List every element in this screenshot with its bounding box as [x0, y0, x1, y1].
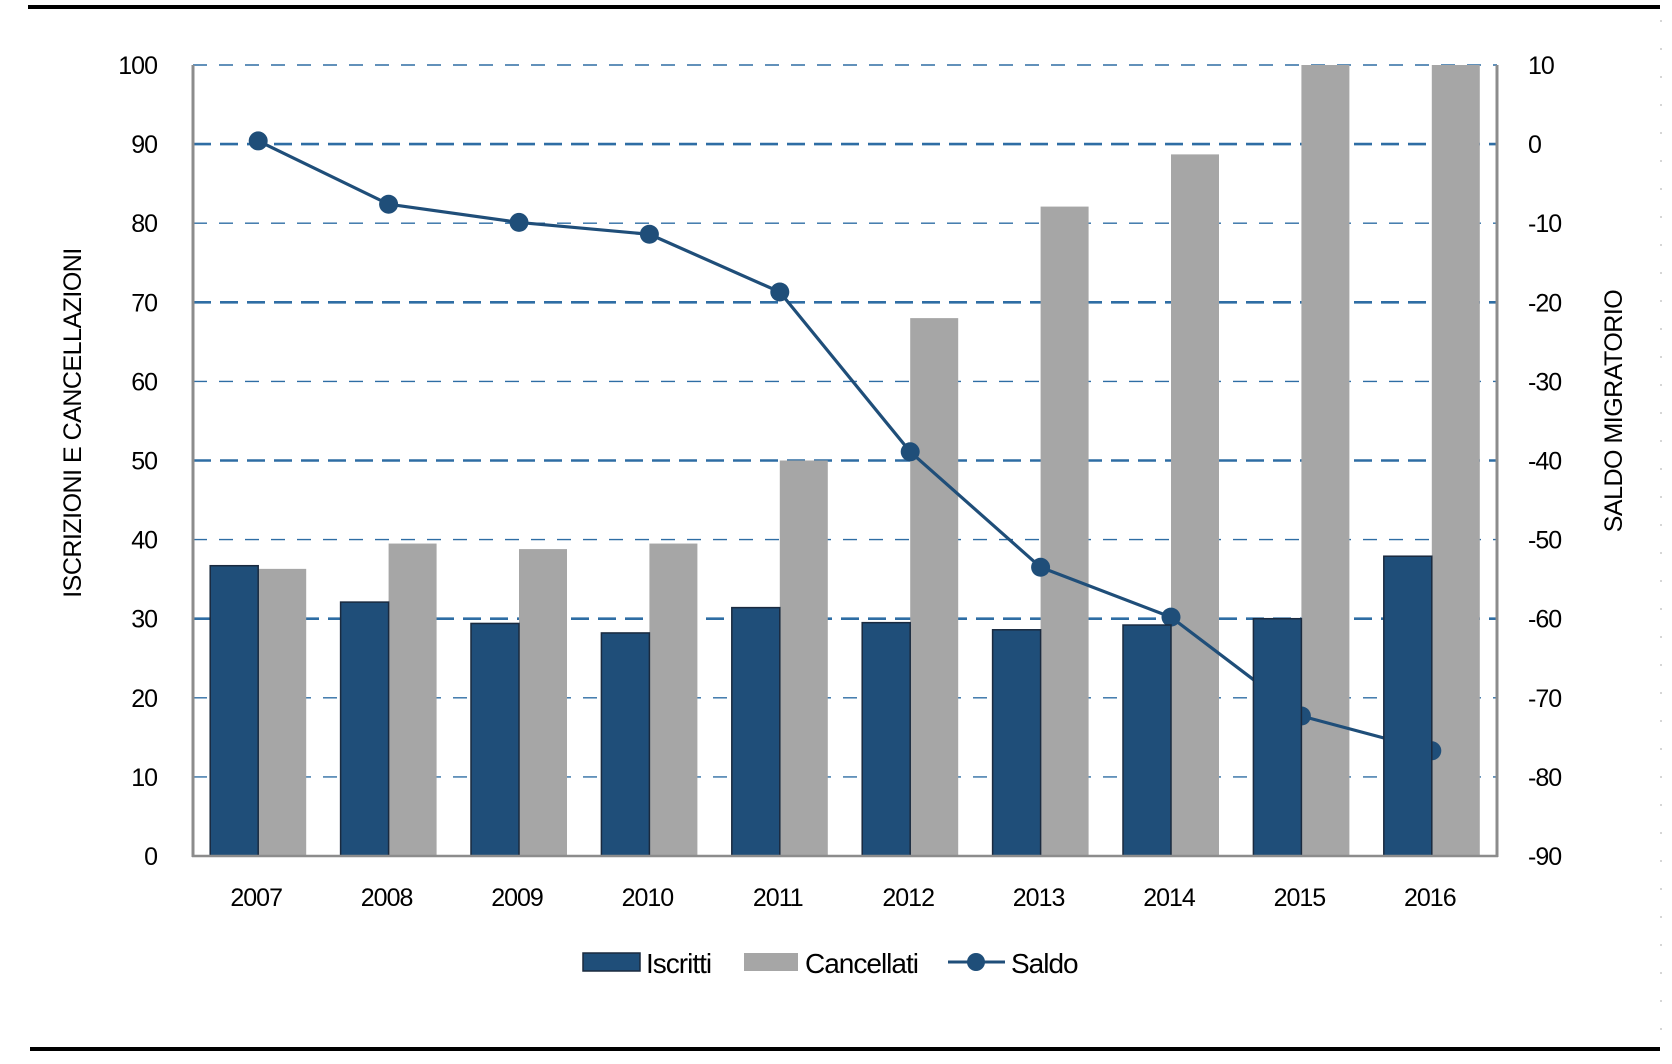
- right-tick-label: -80: [1528, 764, 1561, 792]
- x-axis-ticks: 2007 2008 2009 2010 2011 2012 2013 2014 2015 2016: [230, 884, 1456, 912]
- bar-iscritti: [339, 601, 390, 857]
- left-tick-label: 90: [131, 131, 157, 159]
- right-tick-label: -90: [1528, 843, 1561, 871]
- saldo-marker: [900, 442, 920, 462]
- left-tick-label: 20: [131, 685, 157, 713]
- legend-swatch-cancellati: [744, 953, 798, 971]
- x-tick-label: 2007: [230, 884, 282, 912]
- left-tick-label: 40: [131, 527, 157, 555]
- saldo-marker: [509, 212, 529, 232]
- saldo-marker: [1161, 607, 1181, 627]
- bar-iscritti: [861, 621, 911, 857]
- x-tick-label: 2008: [361, 884, 413, 912]
- right-axis-title: SALDO MIGRATORIO: [1600, 290, 1628, 533]
- right-tick-label: -10: [1528, 210, 1561, 238]
- x-tick-label: 2016: [1404, 884, 1456, 912]
- right-tick-label: -40: [1528, 448, 1561, 476]
- bar-cancellati: [258, 568, 307, 856]
- bar-cancellati: [1301, 65, 1350, 856]
- bar-iscritti: [600, 632, 651, 857]
- legend-swatch-iscritti: [582, 952, 641, 972]
- left-tick-label: 80: [131, 210, 157, 238]
- bar-iscritti: [731, 606, 781, 857]
- left-tick-label: 0: [144, 843, 157, 871]
- right-tick-label: -60: [1528, 606, 1561, 634]
- right-tick-label: -30: [1528, 368, 1561, 396]
- legend-label-iscritti: Iscritti: [646, 948, 711, 979]
- left-tick-label: 60: [131, 368, 157, 396]
- saldo-marker: [639, 224, 659, 244]
- left-axis-title: ISCRIZIONI E CANCELLAZIONI: [59, 248, 87, 598]
- legend-label-saldo: Saldo: [1011, 948, 1078, 979]
- x-tick-label: 2014: [1143, 884, 1196, 912]
- legend-marker-saldo: [967, 953, 985, 971]
- right-tick-label: 10: [1528, 52, 1554, 80]
- legend-item-saldo[interactable]: Saldo: [948, 948, 1079, 979]
- bar-cancellati: [649, 543, 698, 856]
- left-tick-label: 70: [131, 289, 157, 317]
- saldo-line: [257, 139, 1433, 753]
- bar-cancellati: [1040, 206, 1089, 857]
- saldo-marker: [379, 194, 399, 214]
- bar-iscritti: [1383, 555, 1433, 857]
- bar-iscritti: [991, 629, 1042, 857]
- right-axis-ticks: -90 -80 -70 -60 -50 -40 -30 -20 -10 0 10: [1528, 52, 1562, 871]
- x-tick-label: 2013: [1013, 884, 1065, 912]
- saldo-marker: [1031, 557, 1051, 577]
- x-tick-label: 2009: [491, 884, 543, 912]
- bar-cancellati: [1431, 65, 1480, 856]
- bar-iscritti: [470, 622, 520, 857]
- x-tick-label: 2011: [753, 884, 803, 912]
- right-tick-label: -70: [1528, 685, 1561, 713]
- left-axis-ticks: 0 10 20 30 40 50 60 70 80 90 100: [118, 52, 158, 871]
- right-tick-label: -50: [1528, 527, 1561, 555]
- bar-cancellati: [388, 543, 437, 856]
- top-rule: [28, 5, 1660, 9]
- bar-cancellati: [1171, 154, 1219, 856]
- saldo-marker: [770, 282, 790, 302]
- bar-cancellati: [519, 549, 567, 856]
- cancellati-bars: [258, 65, 1480, 857]
- legend-item-cancellati[interactable]: Cancellati: [744, 948, 919, 979]
- bar-iscritti: [1252, 617, 1303, 857]
- legend-label-cancellati: Cancellati: [805, 948, 918, 979]
- bottom-rule: [30, 1047, 1660, 1051]
- right-tick-label: 0: [1528, 131, 1541, 159]
- x-tick-label: 2010: [622, 884, 674, 912]
- right-tick-label: -20: [1528, 289, 1561, 317]
- left-tick-label: 10: [131, 764, 157, 792]
- bar-cancellati: [779, 460, 828, 856]
- left-tick-label: 30: [131, 606, 157, 634]
- bar-cancellati: [910, 318, 959, 856]
- left-tick-label: 100: [118, 52, 157, 80]
- x-tick-label: 2012: [882, 884, 934, 912]
- bar-iscritti: [1122, 624, 1172, 857]
- saldo-series: [248, 131, 1442, 761]
- legend: Iscritti Cancellati Saldo: [582, 948, 1079, 979]
- iscritti-bars: [209, 555, 1433, 857]
- saldo-marker: [248, 131, 268, 151]
- bar-iscritti: [209, 564, 259, 857]
- legend-item-iscritti[interactable]: Iscritti: [582, 948, 712, 979]
- x-tick-label: 2015: [1274, 884, 1326, 912]
- left-tick-label: 50: [131, 448, 157, 476]
